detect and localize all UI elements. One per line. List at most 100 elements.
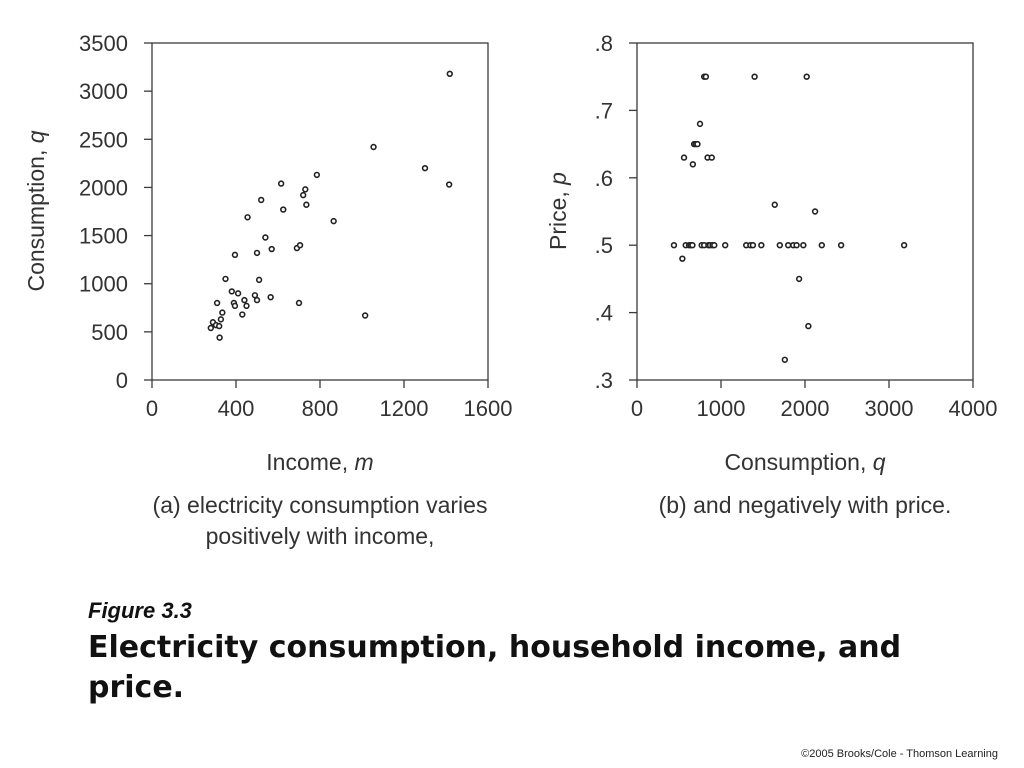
data-point bbox=[689, 242, 696, 249]
panel-b-plot-frame bbox=[636, 42, 974, 381]
data-point bbox=[280, 206, 287, 213]
data-point bbox=[421, 164, 429, 172]
data-point bbox=[239, 311, 246, 318]
data-point bbox=[680, 154, 688, 161]
data-point bbox=[818, 242, 825, 249]
data-point bbox=[795, 275, 803, 283]
data-point bbox=[370, 143, 377, 151]
y-tick-label: .6 bbox=[595, 166, 613, 191]
y-tick-label: 1500 bbox=[79, 224, 128, 249]
panel-a-y-axis-label: Consumption, q bbox=[23, 130, 49, 291]
x-tick-label: 2000 bbox=[781, 396, 830, 421]
panel-a-caption-line-1: (a) electricity consumption varies bbox=[153, 492, 488, 518]
panel-b-price-scatter: 0 1000 2000 3000 4000 .3 .4 .5 .6 .7 .8 Consumptio… bbox=[545, 31, 997, 518]
y-tick-label: .3 bbox=[595, 368, 613, 393]
y-tick-label: 2500 bbox=[79, 127, 128, 152]
panel-a-points bbox=[207, 70, 453, 341]
data-point bbox=[811, 208, 819, 215]
data-point bbox=[302, 186, 309, 193]
data-point bbox=[805, 322, 812, 330]
data-point bbox=[689, 161, 697, 168]
data-point bbox=[219, 309, 226, 316]
data-point bbox=[445, 181, 453, 188]
y-tick-label: .8 bbox=[595, 31, 613, 56]
x-tick-label: 400 bbox=[218, 396, 255, 421]
data-point bbox=[303, 201, 310, 208]
y-tick-label: 500 bbox=[91, 320, 128, 345]
data-point bbox=[771, 201, 778, 208]
data-point bbox=[313, 171, 321, 179]
data-point bbox=[241, 296, 248, 304]
x-tick-label: 4000 bbox=[949, 396, 998, 421]
data-point bbox=[253, 296, 261, 304]
data-point bbox=[231, 302, 239, 310]
panel-a-plot-frame bbox=[151, 42, 489, 381]
data-point bbox=[330, 217, 337, 225]
data-point bbox=[837, 242, 845, 249]
data-point bbox=[708, 154, 715, 161]
data-point bbox=[295, 299, 303, 307]
y-tick-label: 1000 bbox=[79, 272, 128, 297]
y-tick-label: 2000 bbox=[79, 175, 128, 200]
data-point bbox=[231, 251, 239, 259]
panel-a-x-axis-label: Income, m bbox=[266, 449, 373, 475]
data-point bbox=[300, 191, 307, 199]
y-tick-label: .4 bbox=[595, 301, 613, 326]
panel-b-x-axis-label: Consumption, q bbox=[724, 449, 885, 475]
data-point bbox=[446, 70, 453, 78]
panel-a-caption-line-2: positively with income, bbox=[206, 523, 435, 549]
data-point bbox=[267, 293, 274, 301]
data-point bbox=[216, 334, 223, 341]
data-point bbox=[776, 242, 783, 249]
data-point bbox=[758, 242, 765, 249]
panel-a-ticks: 0 400 800 1200 1600 0 500 1000 1500 2000 2500 3000 3… bbox=[79, 31, 512, 421]
x-tick-label: 0 bbox=[631, 396, 643, 421]
y-tick-label: .7 bbox=[595, 98, 613, 123]
data-point bbox=[784, 242, 792, 249]
data-point bbox=[793, 242, 800, 249]
figure-label: Figure 3.3 bbox=[88, 598, 192, 623]
data-point bbox=[207, 324, 215, 332]
data-point bbox=[217, 316, 225, 323]
data-point bbox=[800, 242, 807, 249]
data-point bbox=[222, 275, 229, 283]
data-point bbox=[679, 255, 686, 262]
y-tick-label: 3500 bbox=[79, 31, 128, 56]
y-tick-label: 3000 bbox=[79, 79, 128, 104]
data-point bbox=[213, 299, 221, 307]
data-point bbox=[781, 356, 789, 363]
x-tick-label: 800 bbox=[302, 396, 339, 421]
data-point bbox=[361, 312, 369, 319]
data-point bbox=[228, 288, 236, 295]
data-point bbox=[296, 242, 304, 249]
figure-title: Electricity consumption, household incom… bbox=[88, 630, 902, 705]
data-point bbox=[277, 180, 285, 187]
data-point bbox=[268, 245, 275, 253]
x-tick-label: 3000 bbox=[865, 396, 914, 421]
x-tick-label: 0 bbox=[146, 396, 158, 421]
data-point bbox=[243, 302, 250, 310]
data-point bbox=[253, 249, 261, 257]
y-tick-label: .5 bbox=[595, 233, 613, 258]
data-point bbox=[216, 322, 223, 330]
data-point bbox=[255, 276, 263, 284]
panel-b-caption-line-1: (b) and negatively with price. bbox=[659, 492, 952, 518]
data-point bbox=[234, 290, 242, 297]
data-point bbox=[711, 242, 718, 249]
y-tick-label: 0 bbox=[116, 368, 128, 393]
x-tick-label: 1000 bbox=[697, 396, 746, 421]
data-point bbox=[702, 73, 710, 80]
x-tick-label: 1200 bbox=[380, 396, 429, 421]
data-point bbox=[749, 242, 757, 249]
panel-b-y-axis-label: Price, p bbox=[545, 172, 571, 250]
panel-a-income-scatter: 0 400 800 1200 1600 0 500 1000 1500 2000 2500 3000 3… bbox=[23, 31, 512, 549]
figure-charts: 0 400 800 1200 1600 0 500 1000 1500 2000 2500 3000 3… bbox=[23, 31, 997, 549]
panel-b-ticks: 0 1000 2000 3000 4000 .3 .4 .5 .6 .7 .8 bbox=[595, 31, 998, 421]
data-point bbox=[803, 73, 810, 80]
data-point bbox=[258, 196, 265, 204]
data-point bbox=[244, 214, 251, 221]
data-point bbox=[900, 242, 908, 249]
data-point bbox=[262, 234, 269, 241]
panel-b-points bbox=[670, 73, 908, 363]
data-point bbox=[670, 242, 678, 249]
